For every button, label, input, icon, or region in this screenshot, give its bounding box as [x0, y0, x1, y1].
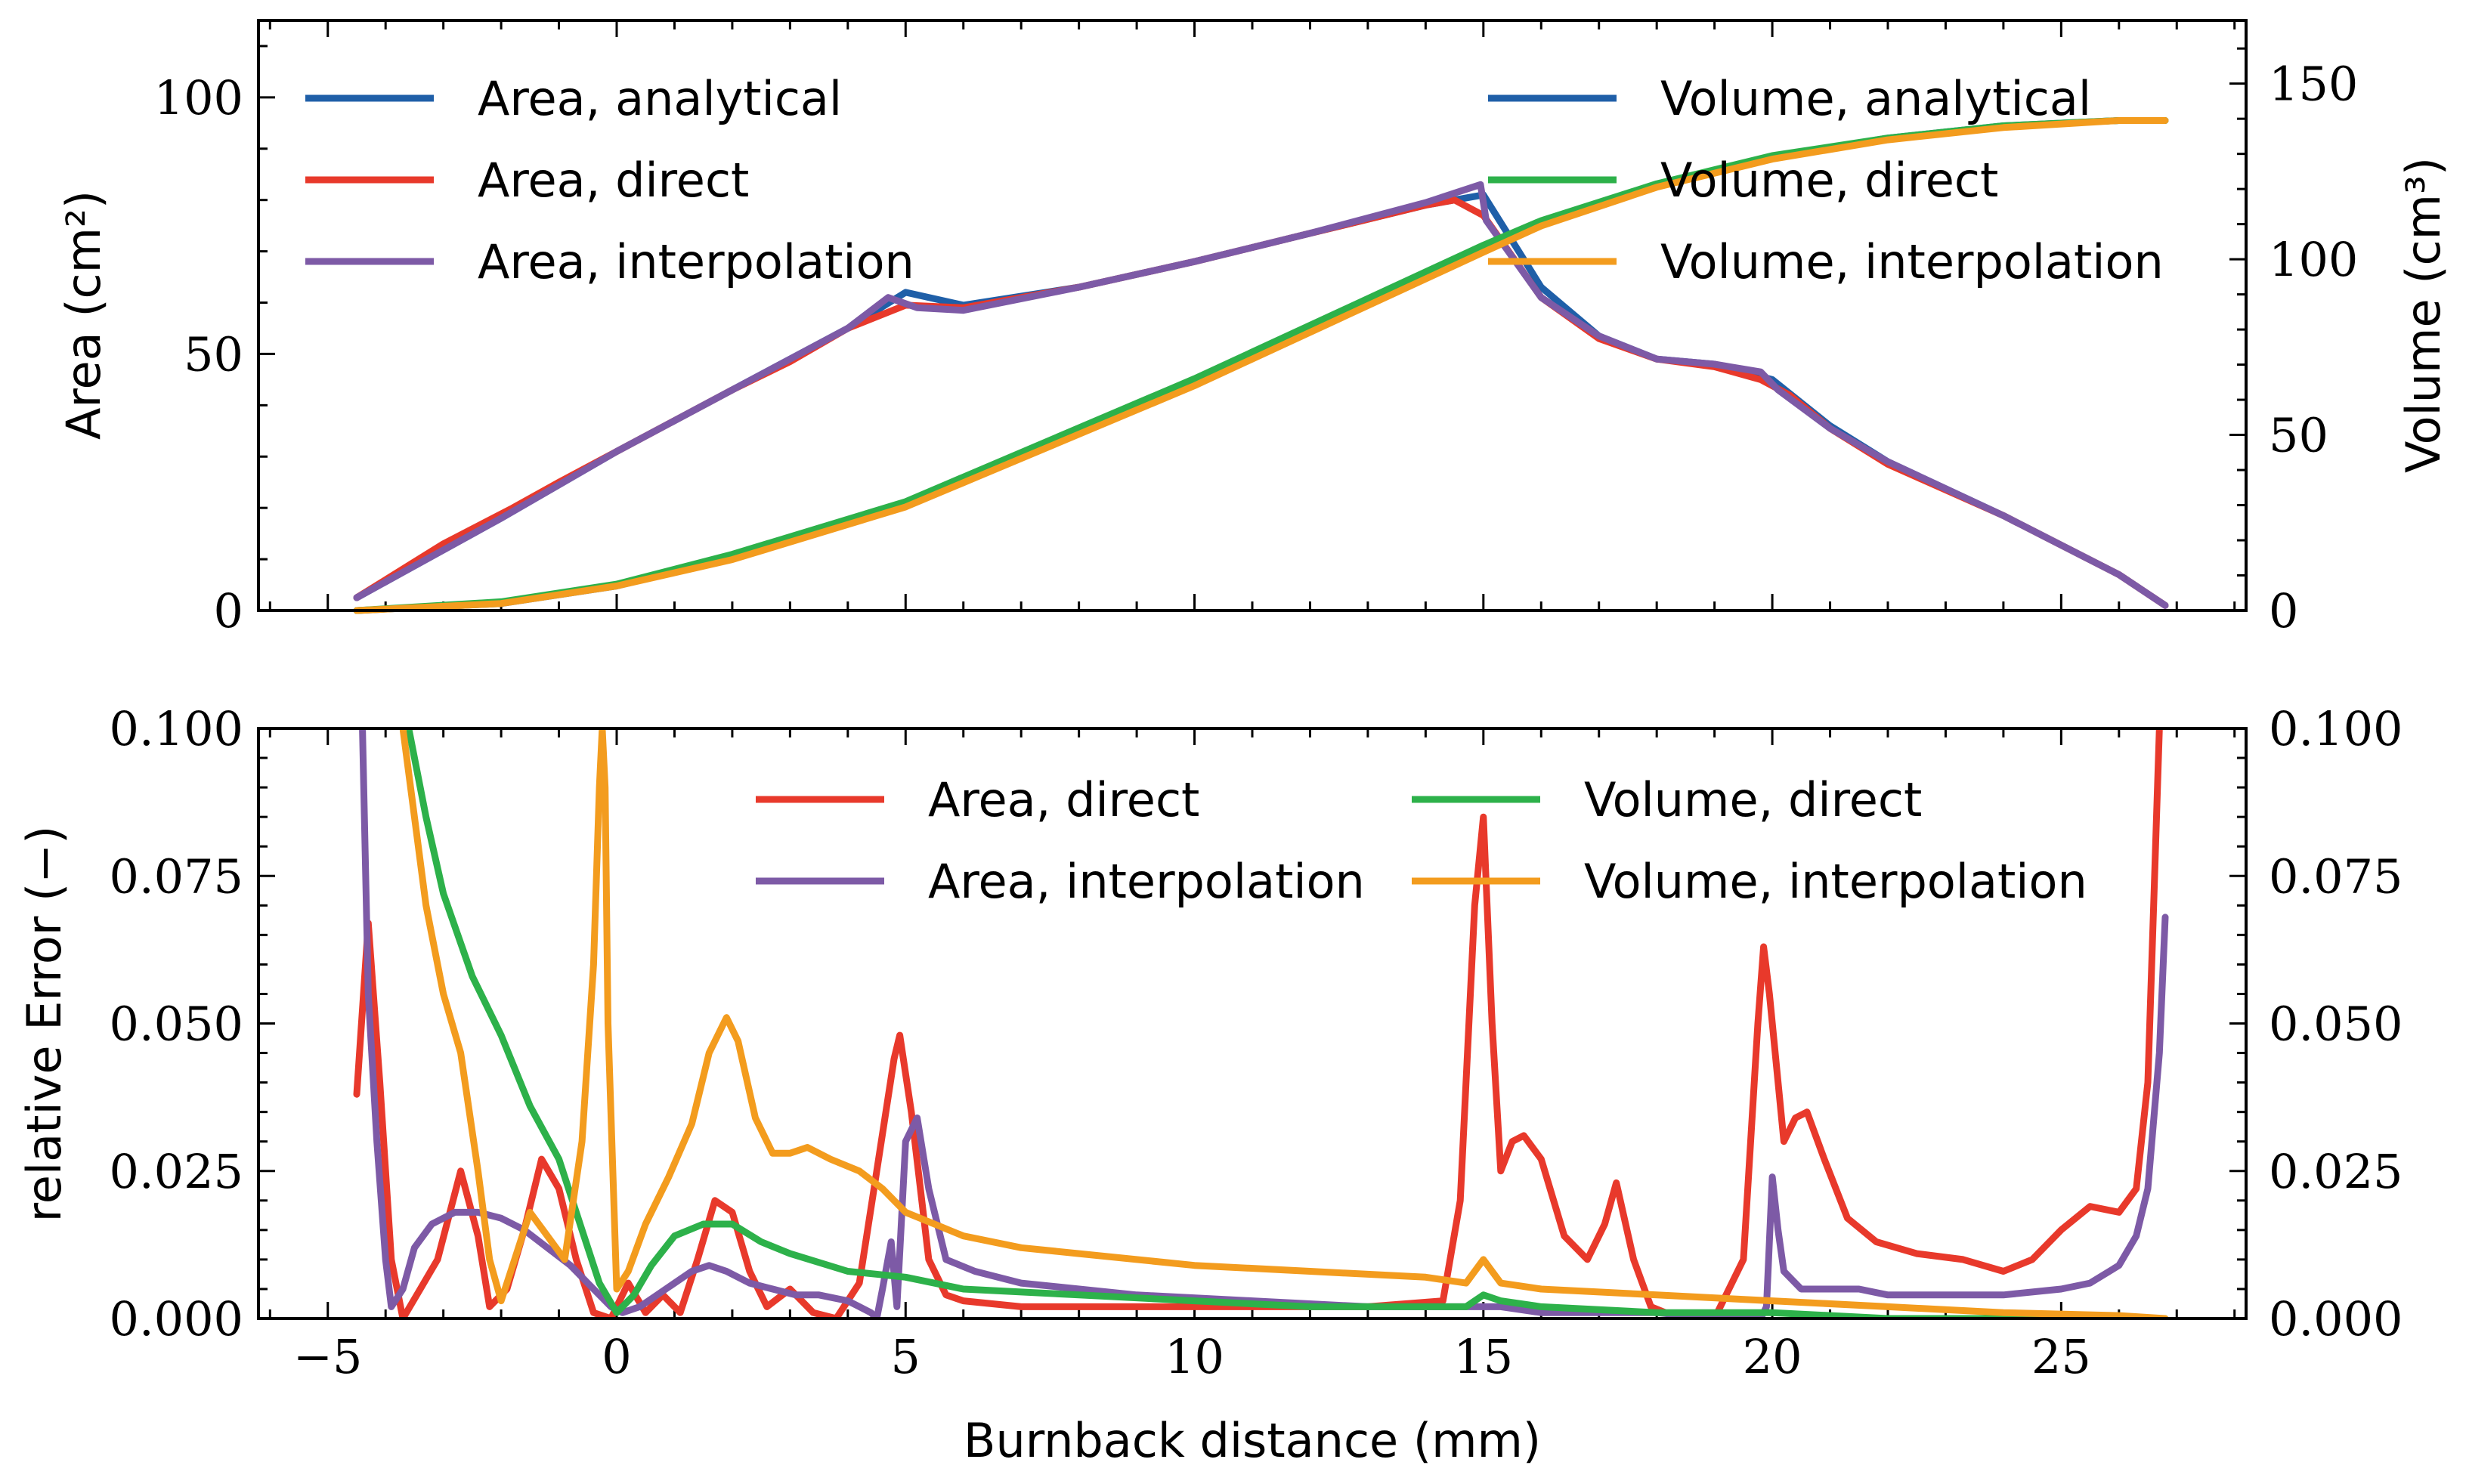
y2-tick-label: 0.000 — [2269, 1291, 2403, 1346]
y-tick-label: 0.025 — [110, 1144, 244, 1199]
series-line-area-interpolation — [353, 181, 2169, 609]
y2-tick-label: 0.075 — [2269, 849, 2403, 904]
legend-label: Area, interpolation — [478, 234, 914, 289]
bottom-y-label: relative Error (−) — [17, 826, 72, 1223]
y-tick-label: 0.100 — [110, 701, 244, 756]
top-plot-frame — [257, 19, 2248, 612]
y2-tick-label: 0.050 — [2269, 997, 2403, 1052]
bottom-ticks: −5 0 5 10 15 20 25 0.000 0.000 0.025 0.025 0.050 0.0… — [110, 701, 2403, 1384]
legend-label: Volume, interpolation — [1584, 854, 2087, 909]
error-line-volume-interpolation — [399, 728, 2169, 1319]
series-line-volume-interpolation — [353, 117, 2169, 614]
legend-label: Area, interpolation — [928, 854, 1365, 909]
bottom-series-clip — [353, 728, 2169, 1319]
bottom-panel: −5 0 5 10 15 20 25 0.000 0.000 0.025 0.025 0.050 0.0… — [17, 701, 2403, 1468]
bottom-series — [353, 728, 2169, 1319]
y-tick-label: 100 — [154, 70, 243, 125]
bottom-legend: Area, direct Area, interpolation Volume, d… — [756, 772, 2087, 909]
y2-tick-label: 100 — [2269, 232, 2358, 287]
x-tick-label: 20 — [1743, 1329, 1802, 1384]
y-tick-label: 0.075 — [110, 849, 244, 904]
y-tick-label: 0.050 — [110, 997, 244, 1052]
top-y2-label: Volume (cm³) — [2396, 157, 2451, 473]
y-tick-label: 0 — [214, 583, 243, 638]
y-tick-label: 0.000 — [110, 1291, 244, 1346]
y2-tick-label: 0.100 — [2269, 701, 2403, 756]
legend-label: Area, direct — [478, 153, 749, 208]
x-tick-label: 10 — [1165, 1329, 1224, 1384]
error-line-area-interpolation — [359, 728, 2169, 1319]
y-tick-label: 50 — [184, 326, 243, 382]
legend-label: Volume, direct — [1584, 772, 1922, 827]
y2-tick-label: 50 — [2269, 408, 2328, 463]
top-y-label: Area (cm²) — [56, 190, 111, 440]
x-tick-label: −5 — [293, 1329, 362, 1384]
y2-tick-label: 0.025 — [2269, 1144, 2403, 1199]
top-series — [353, 117, 2169, 614]
x-tick-label: 5 — [891, 1329, 920, 1384]
legend-label: Volume, direct — [1660, 153, 1998, 208]
bottom-plot-frame — [257, 727, 2248, 1320]
x-tick-label: 0 — [602, 1329, 631, 1384]
top-legend: Area, analytical Area, direct Area, interp… — [305, 71, 2164, 289]
x-tick-label: 25 — [2031, 1329, 2091, 1384]
legend-label: Area, direct — [928, 772, 1199, 827]
legend-label: Area, analytical — [478, 71, 842, 126]
top-ticks: 0 50 100 0 50 100 150 — [154, 20, 2358, 638]
legend-label: Volume, analytical — [1660, 71, 2091, 126]
x-axis-label: Burnback distance (mm) — [964, 1413, 1541, 1468]
y2-tick-label: 0 — [2269, 583, 2298, 638]
error-line-volume-direct — [405, 728, 2169, 1319]
x-tick-label: 15 — [1453, 1329, 1513, 1384]
legend-label: Volume, interpolation — [1660, 234, 2164, 289]
y2-tick-label: 150 — [2269, 57, 2358, 112]
